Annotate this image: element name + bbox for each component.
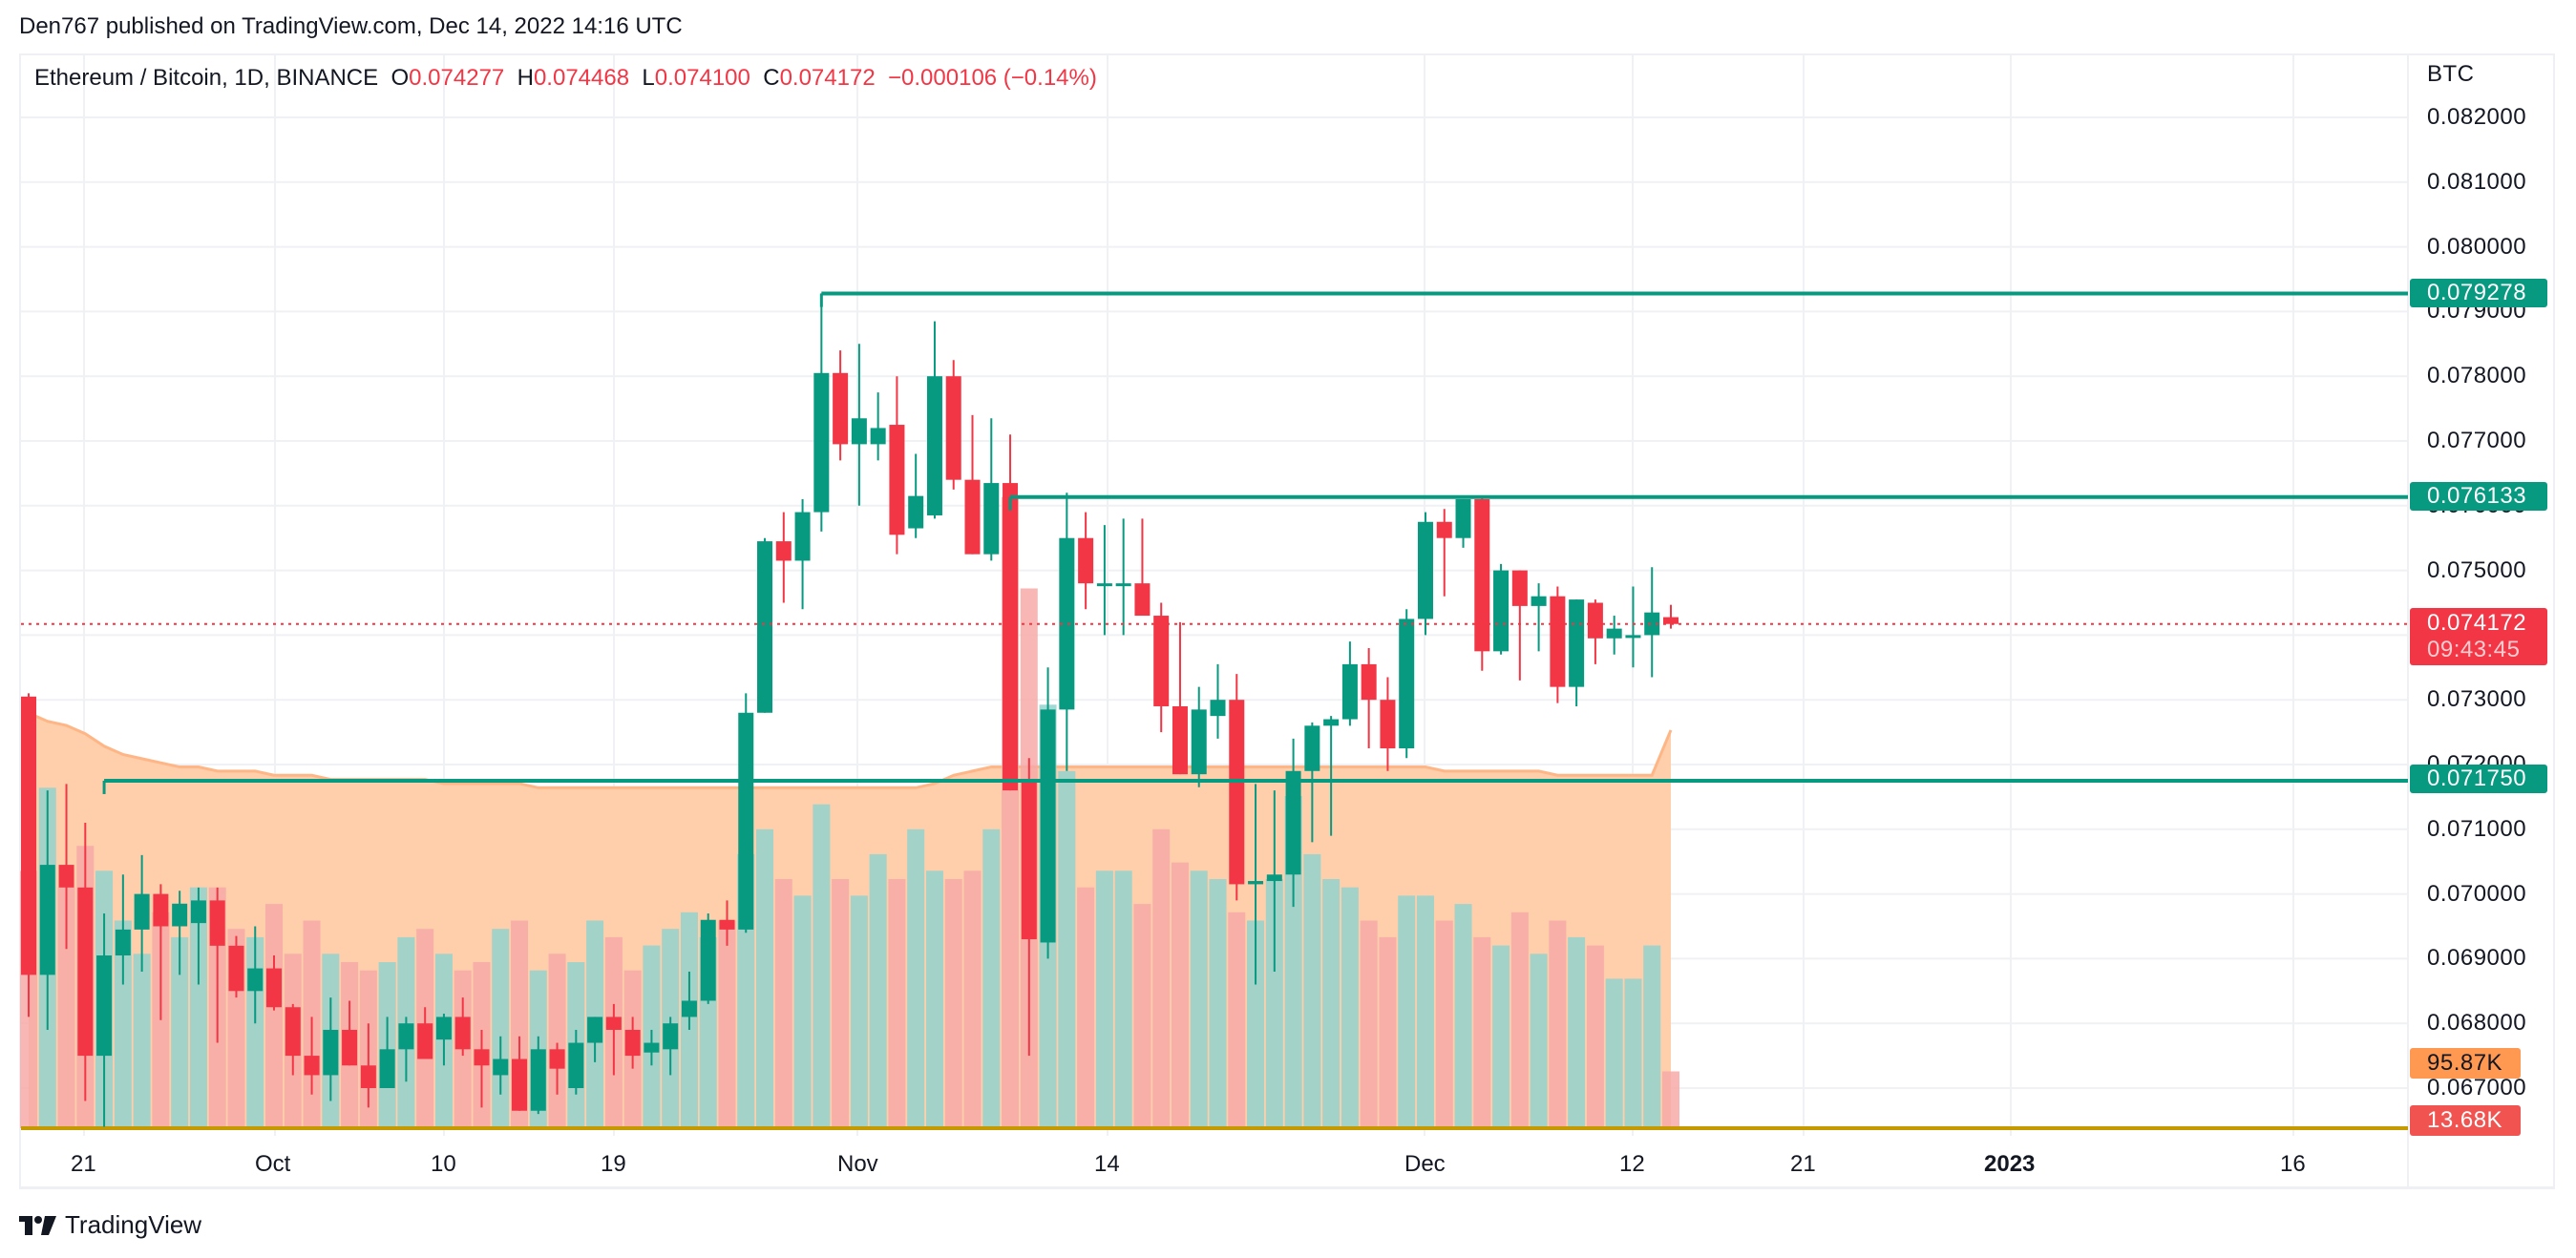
volume-ma-tag: 95.87K — [2410, 1048, 2521, 1079]
price-tick: 0.081000 — [2427, 168, 2527, 195]
open-label: O — [391, 65, 410, 91]
price-tick: 0.071000 — [2427, 815, 2527, 842]
symbol-name: Ethereum / Bitcoin, 1D, BINANCE — [34, 65, 379, 91]
price-tick: 0.077000 — [2427, 428, 2527, 453]
candlestick-series — [21, 293, 1679, 1127]
open-value: 0.074277 — [409, 65, 505, 91]
currency-label: BTC — [2427, 61, 2475, 87]
volume-last-tag: 13.68K — [2410, 1105, 2521, 1136]
tradingview-logo-icon — [19, 1215, 56, 1235]
low-value: 0.074100 — [654, 65, 750, 91]
last-price-value: 0.074172 — [2427, 610, 2527, 636]
change-value: −0.000106 (−0.14%) — [888, 65, 1097, 91]
time-tick: Nov — [837, 1151, 878, 1177]
price-tick: 0.080000 — [2427, 233, 2527, 260]
time-tick: 19 — [601, 1151, 626, 1177]
time-tick: 12 — [1619, 1151, 1645, 1177]
time-tick: 16 — [2280, 1151, 2306, 1177]
price-tick: 0.073000 — [2427, 686, 2527, 713]
level-tag-low: 0.071750 — [2410, 765, 2547, 793]
horizontal-levels[interactable] — [21, 291, 2408, 794]
high-value: 0.074468 — [533, 65, 630, 91]
time-tick: Dec — [1404, 1151, 1446, 1177]
price-tick: 0.082000 — [2427, 104, 2527, 130]
level-tag-top: 0.079278 — [2410, 279, 2547, 307]
price-tick: 0.069000 — [2427, 945, 2527, 972]
last-price-tag: 0.074172 09:43:45 — [2410, 608, 2547, 665]
publisher-line: Den767 published on TradingView.com, Dec… — [19, 13, 683, 39]
price-tick: 0.070000 — [2427, 880, 2527, 907]
price-tick: 0.067000 — [2427, 1075, 2527, 1101]
time-tick: 21 — [1790, 1151, 1816, 1177]
time-tick: 21 — [71, 1151, 96, 1177]
close-value: 0.074172 — [779, 65, 876, 91]
price-tick: 0.068000 — [2427, 1010, 2527, 1037]
brand-name: TradingView — [65, 1210, 202, 1239]
low-label: L — [642, 65, 655, 91]
volume-pane — [20, 496, 2408, 1130]
time-tick: 2023 — [1984, 1151, 2036, 1177]
time-tick: 14 — [1094, 1151, 1120, 1177]
price-tick: 0.075000 — [2427, 556, 2527, 583]
time-tick: 10 — [431, 1151, 456, 1177]
bar-countdown: 09:43:45 — [2427, 637, 2521, 662]
symbol-legend: Ethereum / Bitcoin, 1D, BINANCE O0.07427… — [34, 65, 1097, 92]
high-label: H — [517, 65, 534, 91]
level-tag-mid: 0.076133 — [2410, 482, 2547, 511]
close-label: C — [763, 65, 780, 91]
time-tick: Oct — [255, 1151, 291, 1177]
price-tick: 0.078000 — [2427, 363, 2527, 389]
tradingview-logo[interactable]: TradingView — [19, 1210, 201, 1240]
